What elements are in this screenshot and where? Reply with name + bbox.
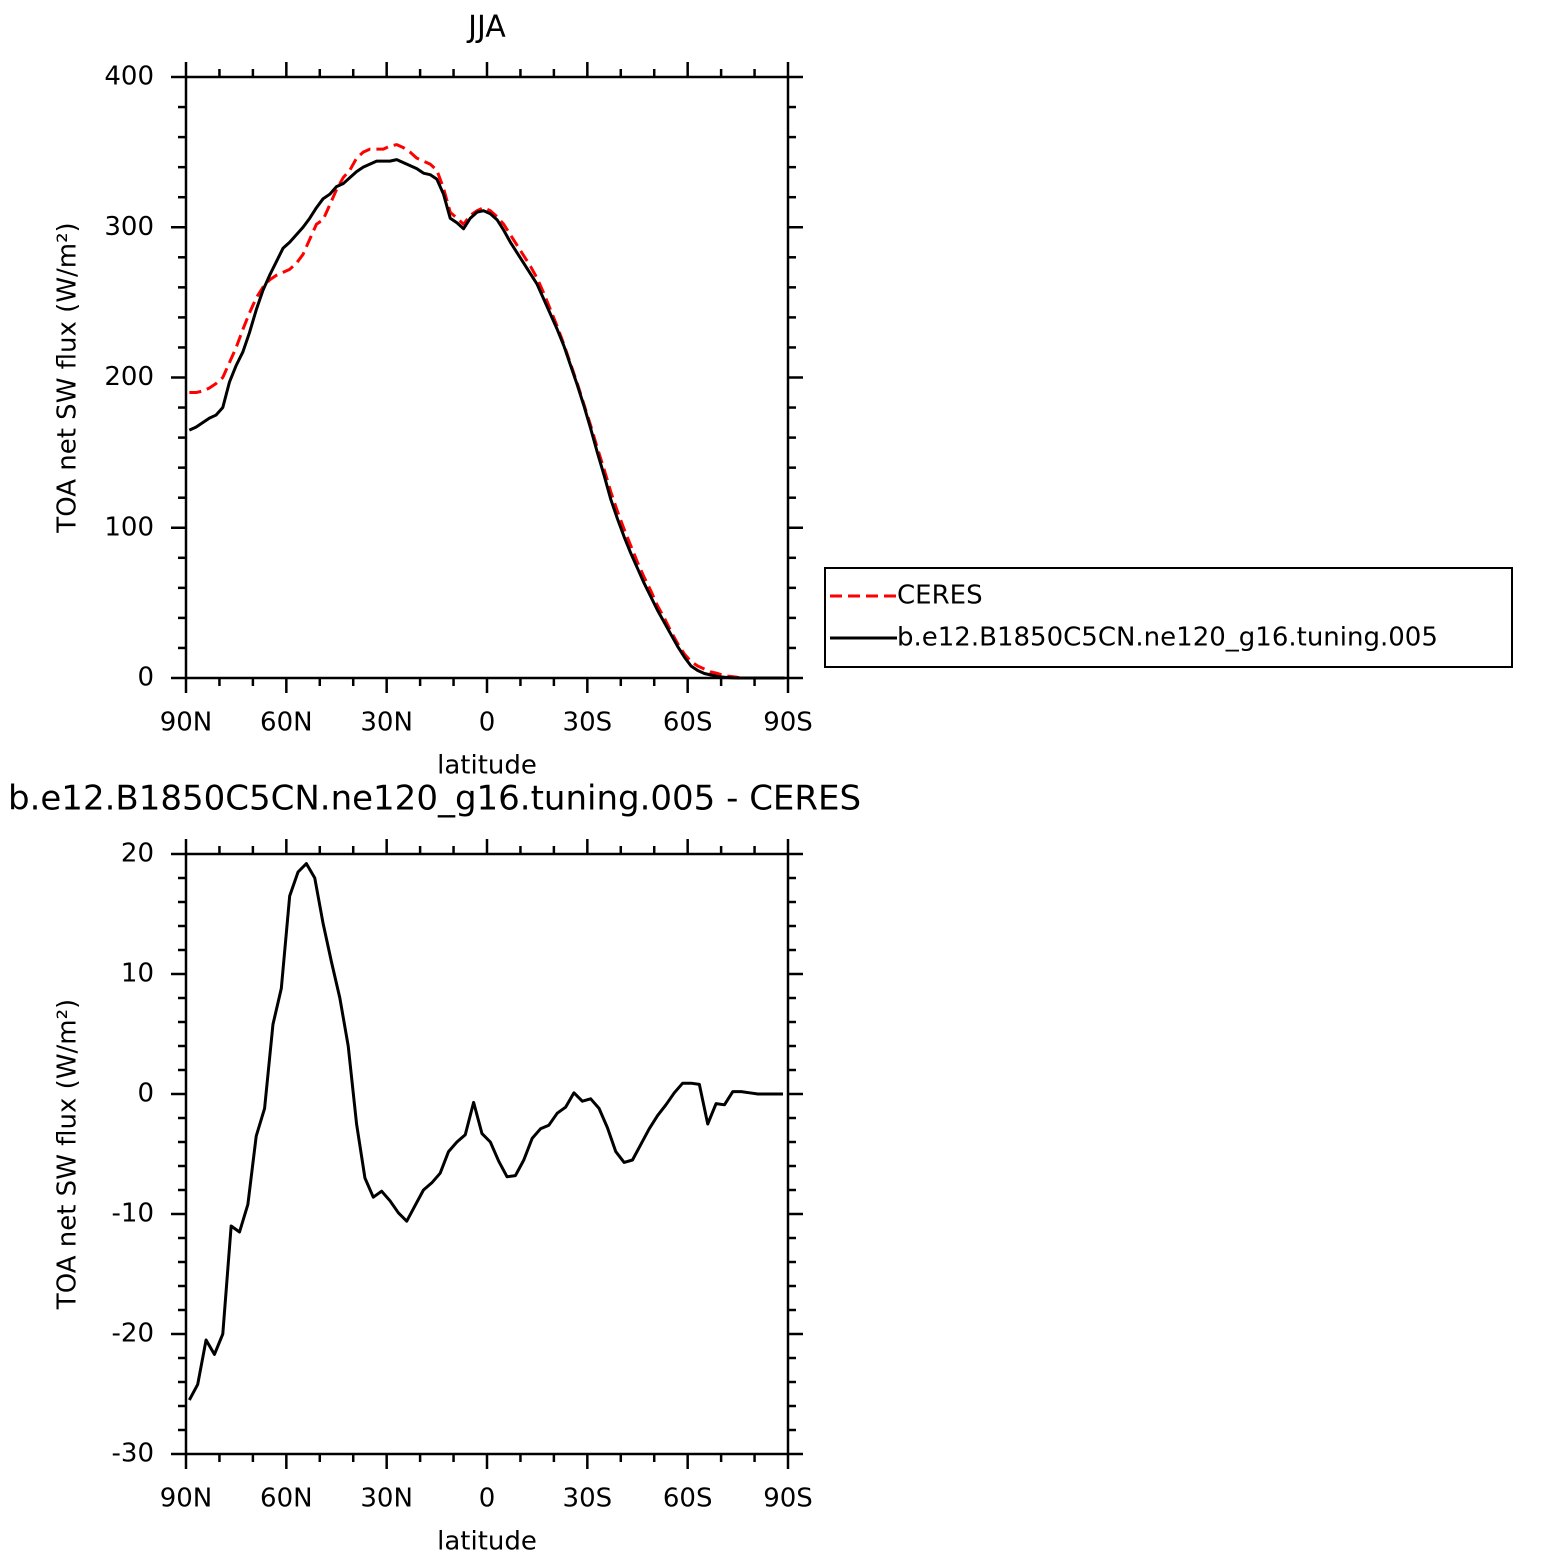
x-tick-label: 90N <box>160 1484 213 1514</box>
chart-title: JJA <box>466 10 506 45</box>
legend-label: b.e12.B1850C5CN.ne120_g16.tuning.005 <box>897 623 1438 653</box>
chart-title: b.e12.B1850C5CN.ne120_g16.tuning.005 - C… <box>8 779 861 819</box>
x-tick-label: 90S <box>763 1484 813 1514</box>
x-tick-label: 60S <box>663 708 713 738</box>
data-line <box>188 862 783 1401</box>
y-tick-label: 400 <box>104 62 154 92</box>
y-tick-label: -30 <box>112 1439 154 1469</box>
data-line <box>189 143 785 680</box>
legend-box <box>824 567 1513 668</box>
y-tick-label: 10 <box>121 959 154 989</box>
x-tick-label: 30S <box>563 1484 613 1514</box>
y-tick-label: 300 <box>104 212 154 242</box>
x-tick-label: 0 <box>479 708 496 738</box>
y-tick-label: 20 <box>121 839 154 869</box>
x-tick-label: 30N <box>360 708 413 738</box>
x-tick-label: 60N <box>260 1484 313 1514</box>
plot-frame <box>184 75 790 680</box>
x-axis-label: latitude <box>437 1527 537 1557</box>
y-tick-label: 0 <box>137 1079 154 1109</box>
plot-frame <box>184 852 790 1456</box>
legend-label: CERES <box>897 581 983 611</box>
y-axis-label: TOA net SW flux (W/m²) <box>53 999 83 1310</box>
x-tick-label: 30S <box>563 708 613 738</box>
y-tick-label: -20 <box>112 1319 154 1349</box>
x-tick-label: 90S <box>763 708 813 738</box>
y-tick-label: 0 <box>137 663 154 693</box>
x-tick-label: 0 <box>479 1484 496 1514</box>
x-tick-label: 60S <box>663 1484 713 1514</box>
y-axis-label: TOA net SW flux (W/m²) <box>53 222 83 533</box>
x-tick-label: 30N <box>360 1484 413 1514</box>
x-tick-label: 90N <box>160 708 213 738</box>
y-tick-label: 100 <box>104 512 154 542</box>
x-tick-label: 60N <box>260 708 313 738</box>
y-tick-label: -10 <box>112 1199 154 1229</box>
data-line <box>188 158 785 680</box>
x-axis-label: latitude <box>437 751 537 781</box>
y-tick-label: 200 <box>104 362 154 392</box>
